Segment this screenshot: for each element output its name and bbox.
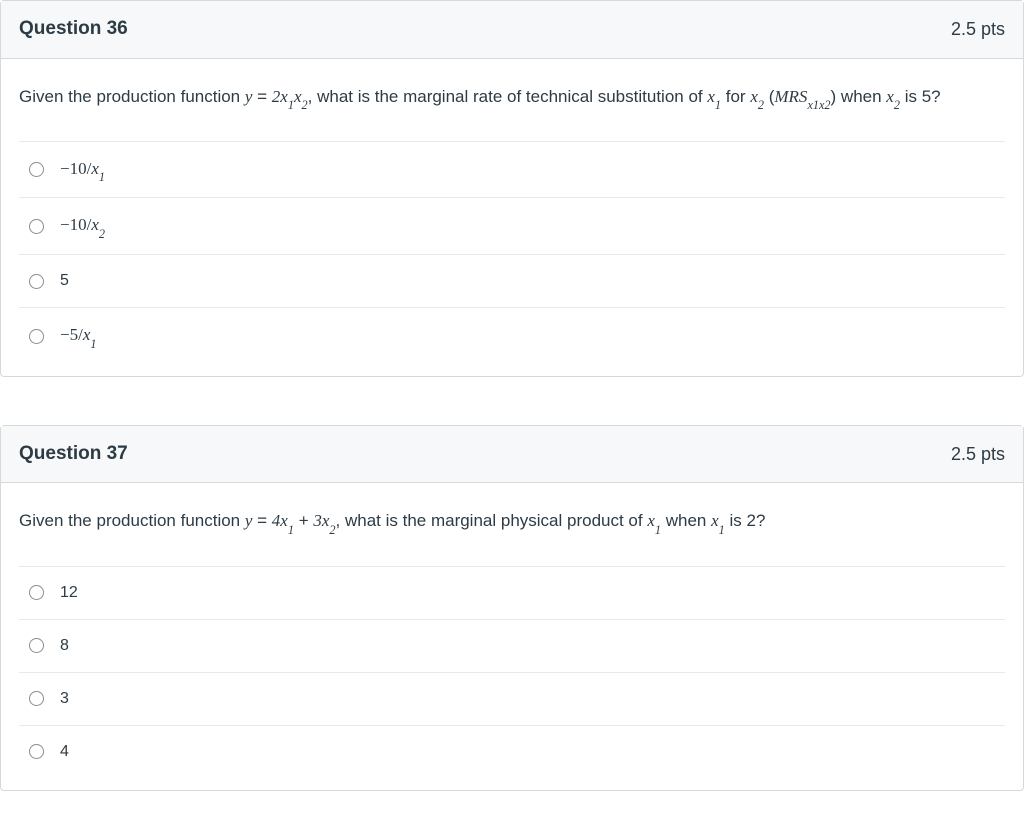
question-body: Given the production function y = 2x1x2,… [1,59,1023,376]
question-header: Question 36 2.5 pts [1,1,1023,59]
option-label: 3 [60,687,69,711]
option-label: −5/x1 [60,322,96,350]
eq-rhs: 2x1x2 [272,87,308,106]
sub: 1 [90,337,96,351]
option-label: 4 [60,740,69,764]
option-radio[interactable] [29,691,44,706]
sub: 1 [655,523,661,537]
option-row[interactable]: 3 [19,672,1005,725]
x: x [647,511,655,530]
opt-pre: −10/ [60,215,91,234]
prompt-text: when [661,511,711,530]
eq-rhs: 4x1 [272,511,294,530]
x: x [711,511,719,530]
prompt-text: ( [764,87,774,106]
option-row[interactable]: 8 [19,619,1005,672]
prompt-text: Given the production function [19,511,245,530]
sub: 2 [894,98,900,112]
opt-var: x1 [91,159,105,178]
question-block-37: Question 37 2.5 pts Given the production… [0,425,1024,791]
option-radio[interactable] [29,162,44,177]
prompt-text: for [721,87,750,106]
sub: 2 [758,98,764,112]
var-x2b: x2 [886,87,900,106]
option-row[interactable]: −10/x2 [19,197,1005,254]
option-row[interactable]: 5 [19,254,1005,307]
option-row[interactable]: 12 [19,566,1005,619]
question-prompt: Given the production function y = 4x1 + … [19,507,1005,537]
question-header: Question 37 2.5 pts [1,426,1023,484]
sub: 2 [99,227,105,241]
var-x1b: x1 [711,511,725,530]
x1-sub: 1 [288,98,294,112]
coef: 3 [313,511,322,530]
option-label: 5 [60,269,69,293]
prompt-text: , what is the marginal rate of technical… [308,87,708,106]
sub: 1 [288,523,294,537]
option-label: −10/x2 [60,212,105,240]
mrs-label: MRS [774,87,807,106]
sub: 1 [715,98,721,112]
opt-var: x1 [83,325,97,344]
question-prompt: Given the production function y = 2x1x2,… [19,83,1005,113]
x: x [707,87,715,106]
option-radio[interactable] [29,329,44,344]
prompt-text: Given the production function [19,87,245,106]
sub: 1 [719,523,725,537]
option-radio[interactable] [29,585,44,600]
question-body: Given the production function y = 4x1 + … [1,483,1023,789]
prompt-text: ) when [831,87,887,106]
opt-var: x2 [91,215,105,234]
eq-rhs2: 3x2 [313,511,335,530]
x: x [91,215,99,234]
option-label: 12 [60,581,78,605]
option-radio[interactable] [29,219,44,234]
var-x2: x2 [750,87,764,106]
x1: x [280,87,288,106]
x: x [750,87,758,106]
eq-equals: = [252,511,271,530]
option-row[interactable]: −10/x1 [19,141,1005,198]
option-row[interactable]: 4 [19,725,1005,778]
option-row[interactable]: −5/x1 [19,307,1005,364]
plus: + [294,511,313,530]
option-radio[interactable] [29,744,44,759]
question-title: Question 37 [19,440,128,469]
x: x [91,159,99,178]
x2-sub: 2 [302,98,308,112]
question-block-36: Question 36 2.5 pts Given the production… [0,0,1024,377]
x: x [886,87,894,106]
opt-pre: −5/ [60,325,83,344]
options-list: 12 8 3 4 [19,566,1005,778]
question-title: Question 36 [19,15,128,44]
mrs-sub: x1x2 [807,98,830,112]
eq-equals: = [252,87,271,106]
prompt-text: is 2? [725,511,766,530]
var-x1: x1 [707,87,721,106]
mrs: MRSx1x2 [774,87,830,106]
question-points: 2.5 pts [951,16,1005,43]
x: x [280,511,288,530]
opt-pre: −10/ [60,159,91,178]
prompt-text: is 5? [900,87,941,106]
option-radio[interactable] [29,638,44,653]
options-list: −10/x1 −10/x2 5 −5/x1 [19,141,1005,364]
option-radio[interactable] [29,274,44,289]
var-x1: x1 [647,511,661,530]
sub: 2 [329,523,335,537]
option-label: 8 [60,634,69,658]
option-label: −10/x1 [60,156,105,184]
x2: x [294,87,302,106]
sub: 1 [99,170,105,184]
prompt-text: , what is the marginal physical product … [336,511,648,530]
question-points: 2.5 pts [951,441,1005,468]
